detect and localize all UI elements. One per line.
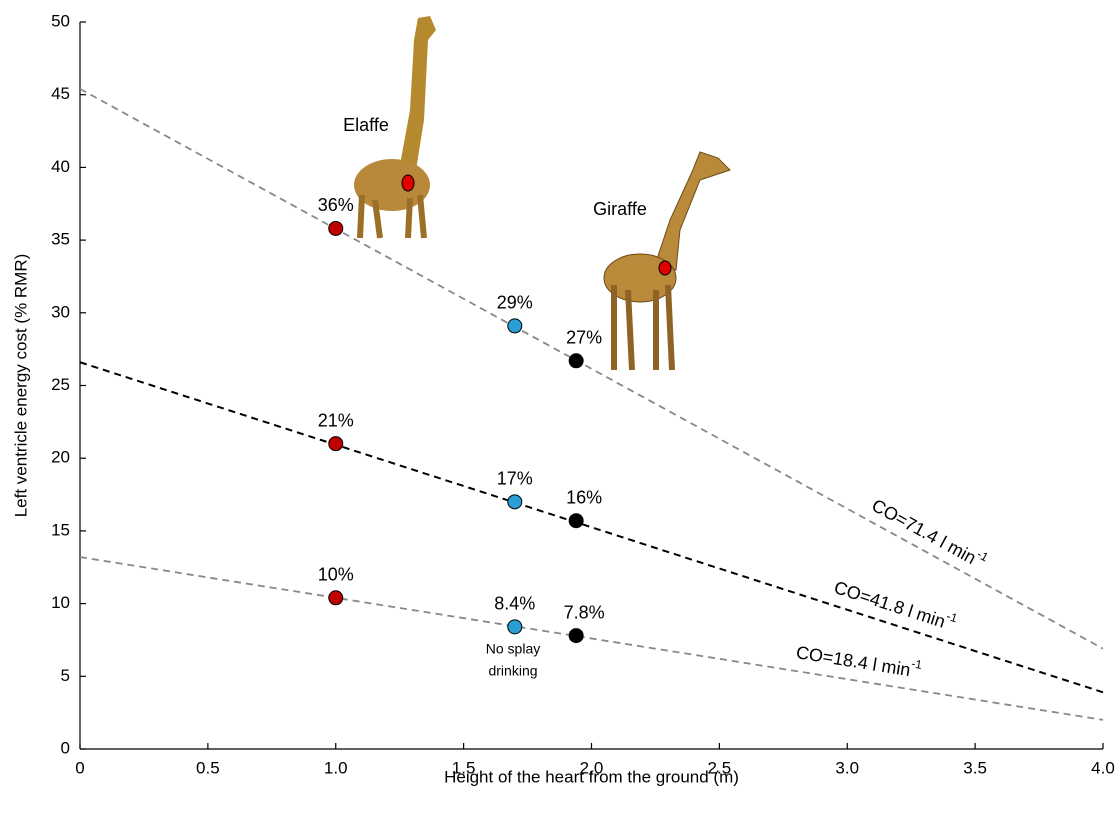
y-tick-label: 0 [61, 738, 70, 757]
y-tick-label: 40 [51, 157, 70, 176]
x-tick-label: 0.5 [196, 758, 220, 777]
value-label: 36% [318, 195, 354, 215]
x-tick-label: 0 [75, 758, 84, 777]
annotation: Elaffe [343, 115, 389, 135]
y-axis-label: Left ventricle energy cost (% RMR) [11, 254, 30, 518]
value-label: 21% [318, 410, 354, 430]
annotation: Giraffe [593, 199, 647, 219]
y-tick-label: 15 [51, 520, 70, 539]
annotation: No splay [486, 641, 540, 657]
value-label: 16% [566, 487, 602, 507]
y-tick-label: 20 [51, 448, 70, 467]
value-label: 10% [318, 565, 354, 585]
x-axis-label: Height of the heart from the ground (m) [444, 767, 739, 786]
x-tick-label: 3.5 [963, 758, 987, 777]
line-label-sup: -1 [910, 657, 923, 673]
x-tick-label: 1.0 [324, 758, 348, 777]
dashed-line [80, 557, 1103, 720]
data-point [569, 514, 583, 528]
line-label-text: CO=41.8 l min [832, 577, 948, 632]
line-label: CO=71.4 l min-1 [869, 492, 991, 573]
data-point [569, 354, 583, 368]
y-tick-label: 35 [51, 230, 70, 249]
value-label: 8.4% [494, 594, 535, 614]
dashed-line [80, 362, 1103, 692]
x-tick-label: 4.0 [1091, 758, 1115, 777]
y-tick-label: 50 [51, 11, 70, 30]
value-label: 27% [566, 328, 602, 348]
line-label-text: CO=71.4 l min [869, 495, 980, 568]
value-label: 17% [497, 469, 533, 489]
data-point [508, 620, 522, 634]
x-tick-label: 3.0 [835, 758, 859, 777]
dashed-line [80, 89, 1103, 649]
data-point [329, 221, 343, 235]
data-point [329, 591, 343, 605]
data-point [508, 319, 522, 333]
annotation: drinking [488, 663, 537, 679]
y-tick-label: 30 [51, 302, 70, 321]
data-point [569, 629, 583, 643]
giraffe-illustration [604, 152, 730, 370]
line-label: CO=18.4 l min-1 [795, 638, 924, 681]
value-label: 7.8% [564, 602, 605, 622]
chart: 0510152025303540455000.51.01.52.02.53.03… [0, 0, 1119, 817]
line-label-text: CO=18.4 l min [795, 642, 912, 680]
y-tick-label: 5 [61, 666, 70, 685]
value-label: 29% [497, 293, 533, 313]
data-point [508, 495, 522, 509]
y-tick-label: 45 [51, 84, 70, 103]
data-point [329, 437, 343, 451]
y-tick-label: 10 [51, 593, 70, 612]
y-tick-label: 25 [51, 375, 70, 394]
